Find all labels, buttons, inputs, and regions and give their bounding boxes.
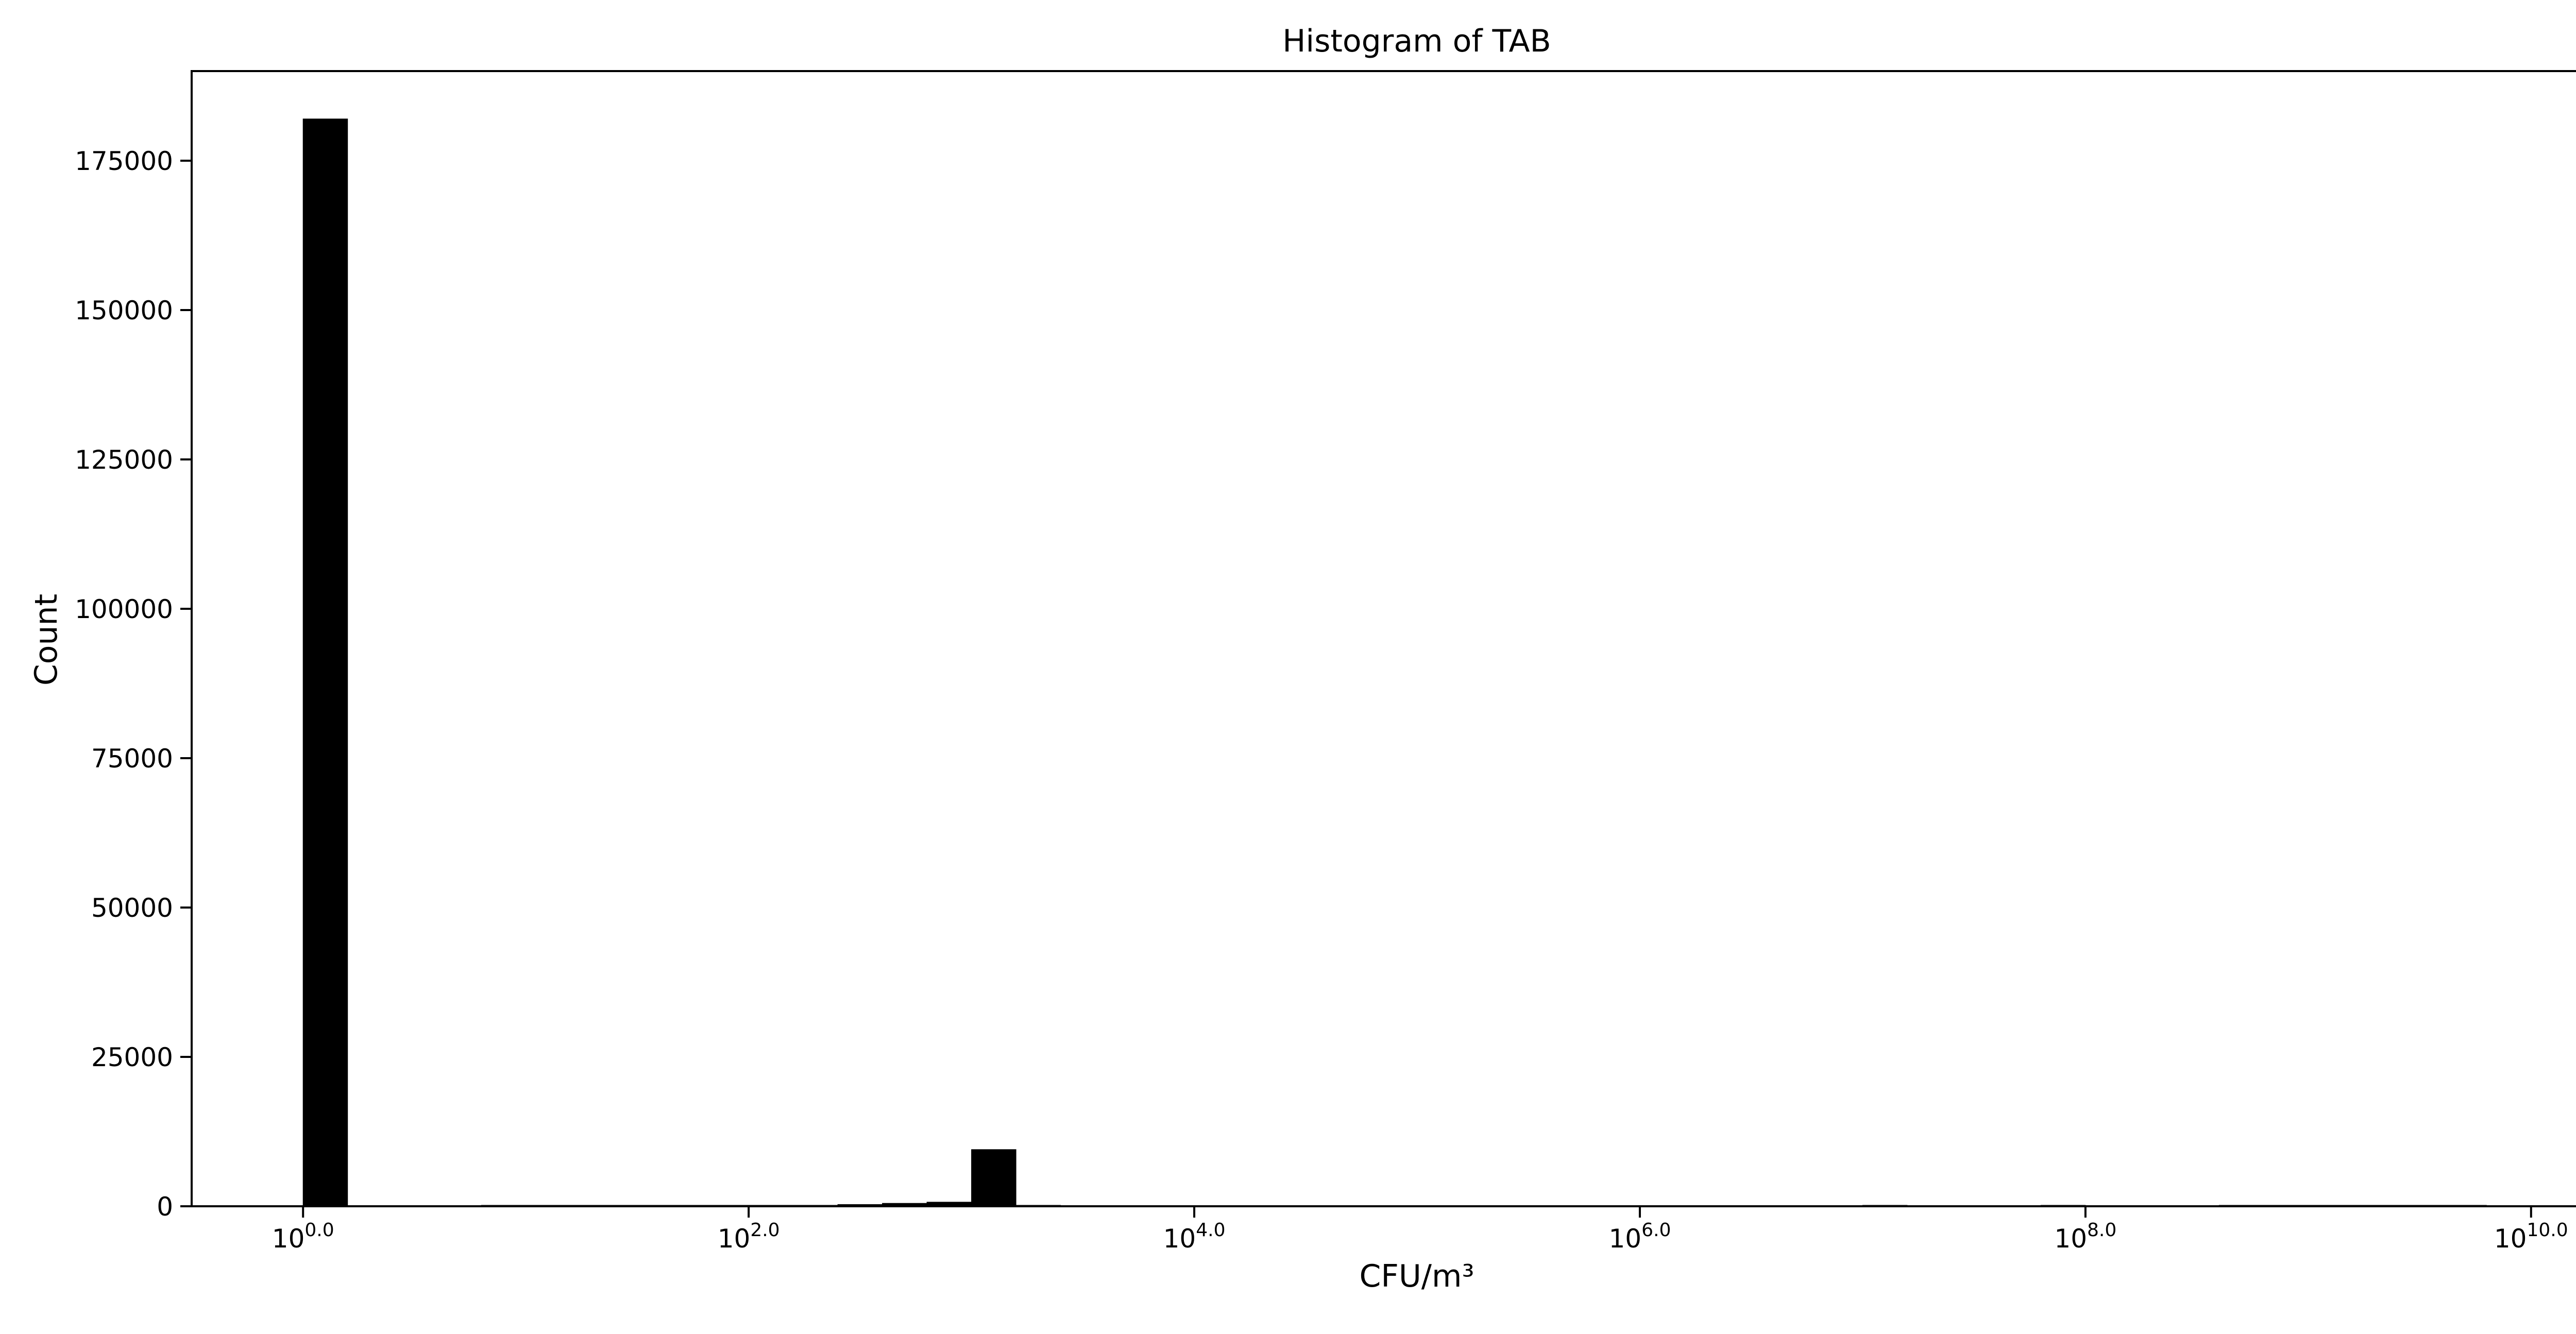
x-tick-label-3: 106.0 (1609, 1220, 1671, 1254)
x-axis-label: CFU/m³ (1359, 1258, 1474, 1294)
chart-title: Histogram of TAB (1282, 23, 1551, 59)
x-tick-label-0: 100.0 (272, 1220, 334, 1254)
y-tick-label-0: 0 (157, 1192, 173, 1222)
x-tick-label-5: 1010.0 (2494, 1220, 2568, 1254)
x-tick-label-4: 108.0 (2054, 1220, 2116, 1254)
y-tick-label-2: 50000 (91, 893, 173, 923)
histogram-bar-12 (971, 1149, 1016, 1207)
y-axis-ticks: 0 25000 50000 75000 100000 125000 150000 175000 (75, 146, 192, 1222)
x-tick-label-2: 104.0 (1163, 1220, 1226, 1254)
y-tick-label-1: 25000 (91, 1042, 173, 1072)
y-tick-label-7: 175000 (75, 146, 173, 176)
y-axis-label: Count (28, 594, 64, 686)
histogram-bar-0 (302, 118, 348, 1207)
y-tick-label-5: 125000 (75, 445, 173, 475)
y-tick-label-6: 150000 (75, 296, 173, 326)
y-tick-label-4: 100000 (75, 594, 173, 624)
plot-area-frame (191, 70, 2576, 1207)
x-axis-ticks: 100.0 102.0 104.0 106.0 108.0 1010.0 (272, 1206, 2568, 1254)
y-tick-label-3: 75000 (91, 744, 173, 774)
x-tick-label-1: 102.0 (718, 1220, 780, 1254)
histogram-bars (302, 118, 2487, 1207)
